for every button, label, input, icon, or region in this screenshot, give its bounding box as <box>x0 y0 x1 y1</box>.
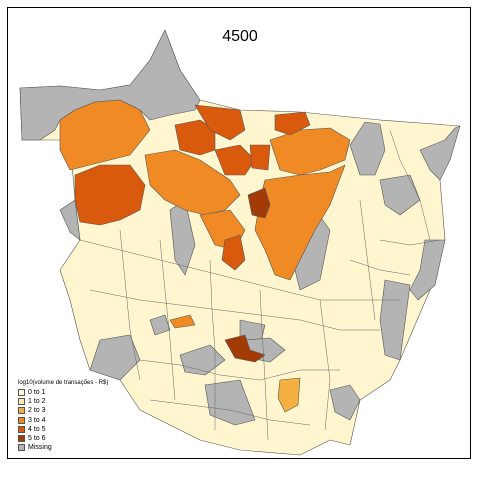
legend-label: 1 to 2 <box>28 398 46 406</box>
legend-swatch <box>18 435 25 443</box>
legend-label: 2 to 3 <box>28 407 46 415</box>
legend-item: 0 to 1 <box>18 388 108 397</box>
legend-swatch <box>18 444 25 452</box>
region-3to4-c <box>254 164 346 281</box>
legend-swatch <box>18 407 25 415</box>
region-4to5-ne <box>274 111 311 136</box>
region-2to3-s <box>277 377 301 413</box>
region-4to5-n4 <box>249 144 271 171</box>
region-missing-ne2 <box>419 125 461 181</box>
region-4to5-n3 <box>214 144 256 176</box>
region-missing-c10 <box>329 384 361 421</box>
region-3to4-s <box>169 314 196 329</box>
legend-item: 3 to 4 <box>18 416 108 425</box>
legend-rows: 0 to 1 1 to 2 2 to 3 3 to 4 4 to 5 5 to … <box>18 388 108 452</box>
region-missing-c3 <box>89 334 141 381</box>
legend-label: 0 to 1 <box>28 389 46 397</box>
map-title: 4500 <box>222 28 258 45</box>
region-5to6-c <box>247 187 271 219</box>
legend-item: 2 to 3 <box>18 406 108 415</box>
legend-item: 4 to 5 <box>18 425 108 434</box>
legend-swatch <box>18 389 25 397</box>
legend-item: 5 to 6 <box>18 434 108 443</box>
region-3to4-w <box>59 99 151 171</box>
legend: log10(volume de transações - R$) 0 to 1 … <box>18 380 108 452</box>
region-missing-ne <box>349 121 386 176</box>
legend-swatch <box>18 416 25 424</box>
legend-swatch <box>18 398 25 406</box>
region-missing-se <box>379 279 411 361</box>
region-missing-e1 <box>379 174 421 216</box>
legend-label: 3 to 4 <box>28 416 46 424</box>
region-4to5-w <box>74 164 146 226</box>
legend-swatch <box>18 425 25 433</box>
region-missing-e2 <box>409 239 446 301</box>
legend-label: Missing <box>28 444 52 452</box>
legend-label: 4 to 5 <box>28 425 46 433</box>
legend-item: Missing <box>18 443 108 452</box>
region-3to4-ne <box>269 127 351 176</box>
region-4to5-n2 <box>194 104 246 141</box>
region-3to4-cn <box>144 149 241 216</box>
region-5to6-s <box>224 334 266 363</box>
region-4to5-c <box>221 234 246 271</box>
region-missing-nw <box>19 29 201 141</box>
legend-label: 5 to 6 <box>28 435 46 443</box>
region-missing-c9 <box>149 314 171 336</box>
legend-item: 1 to 2 <box>18 397 108 406</box>
legend-title: log10(volume de transações - R$) <box>18 380 109 386</box>
region-missing-c6 <box>204 379 256 426</box>
